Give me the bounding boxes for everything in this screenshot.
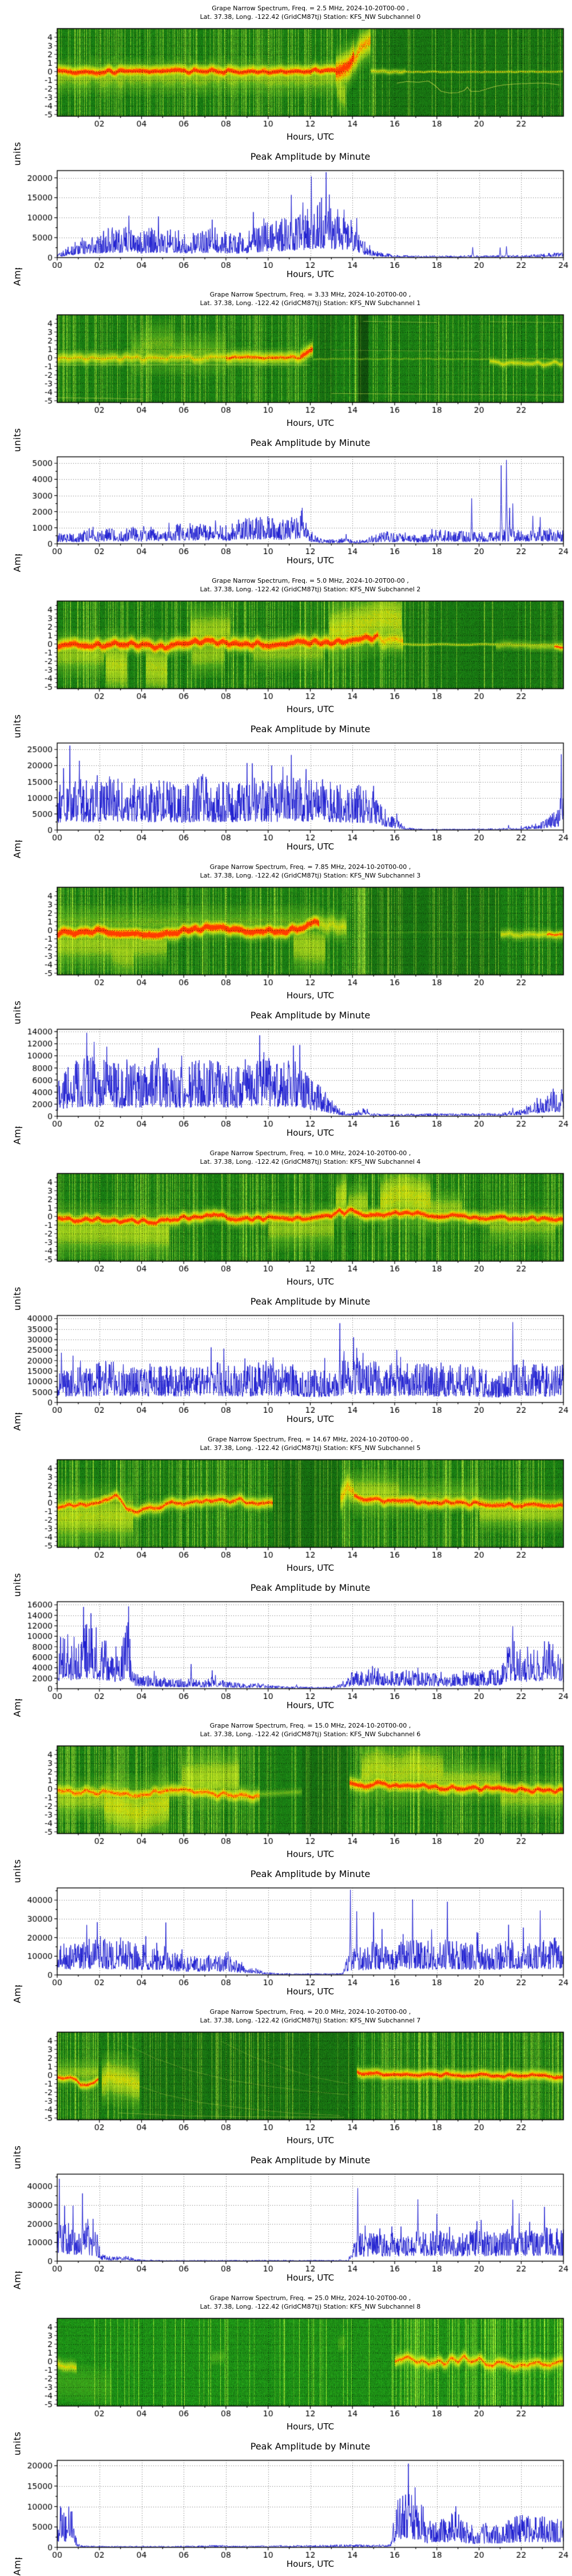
panel-unit: Grape Narrow Spectrum, Freq. = 14.67 MHz… <box>0 1431 572 1717</box>
spectrogram-xlabel: Hours, UTC <box>286 2421 335 2432</box>
spectrogram-canvas <box>0 596 572 704</box>
amplitude-canvas <box>0 1883 572 1985</box>
spectrogram-canvas <box>0 2028 572 2135</box>
amplitude-canvas <box>0 1597 572 1699</box>
panel-unit: Grape Narrow Spectrum, Freq. = 10.0 MHz,… <box>0 1145 572 1431</box>
amplitude-canvas <box>0 452 572 554</box>
spectrogram-xlabel: Hours, UTC <box>286 1563 335 1573</box>
amplitude-title: Peak Amplitude by Minute <box>250 437 371 448</box>
spectrogram-title-line1: Grape Narrow Spectrum, Freq. = 15.0 MHz,… <box>209 1722 411 1729</box>
amplitude-title: Peak Amplitude by Minute <box>250 2441 371 2452</box>
spectrogram-canvas <box>0 883 572 990</box>
amplitude-canvas <box>0 1311 572 1413</box>
amplitude-canvas <box>0 738 572 840</box>
amplitude-canvas <box>0 166 572 268</box>
amplitude-title: Peak Amplitude by Minute <box>250 151 371 162</box>
spectrogram-title-line2: Lat. 37.38, Long. -122.42 (GridCM87tj) S… <box>200 872 421 879</box>
spectrogram-title-line1: Grape Narrow Spectrum, Freq. = 20.0 MHz,… <box>209 2008 411 2016</box>
spectrogram-canvas <box>0 2314 572 2421</box>
spectrogram-canvas <box>0 1169 572 1277</box>
amplitude-canvas <box>0 2456 572 2558</box>
spectrogram-xlabel: Hours, UTC <box>286 990 335 1001</box>
spectrogram-xlabel: Hours, UTC <box>286 2135 335 2146</box>
spectrogram-title-line1: Grape Narrow Spectrum, Freq. = 7.85 MHz,… <box>209 863 411 871</box>
panel-unit: Grape Narrow Spectrum, Freq. = 7.85 MHz,… <box>0 859 572 1145</box>
panel-unit: Grape Narrow Spectrum, Freq. = 15.0 MHz,… <box>0 1717 572 2004</box>
spectrogram-title-line2: Lat. 37.38, Long. -122.42 (GridCM87tj) S… <box>200 1444 421 1452</box>
amplitude-xlabel: Hours, UTC <box>286 269 335 279</box>
amplitude-xlabel: Hours, UTC <box>286 1414 335 1424</box>
spectrogram-title-line1: Grape Narrow Spectrum, Freq. = 5.0 MHz, … <box>212 577 409 584</box>
spectrogram-xlabel: Hours, UTC <box>286 132 335 142</box>
spectrogram-title-line2: Lat. 37.38, Long. -122.42 (GridCM87tj) S… <box>200 2017 421 2024</box>
spectrogram-xlabel: Hours, UTC <box>286 704 335 714</box>
amplitude-xlabel: Hours, UTC <box>286 1128 335 1138</box>
panel-unit: Grape Narrow Spectrum, Freq. = 20.0 MHz,… <box>0 2004 572 2290</box>
amplitude-xlabel: Hours, UTC <box>286 1986 335 1997</box>
amplitude-xlabel: Hours, UTC <box>286 841 335 852</box>
panel-unit: Grape Narrow Spectrum, Freq. = 3.33 MHz,… <box>0 286 572 572</box>
amplitude-title: Peak Amplitude by Minute <box>250 1868 371 1879</box>
spectrogram-title-line2: Lat. 37.38, Long. -122.42 (GridCM87tj) S… <box>200 2303 421 2310</box>
spectrogram-title-line1: Grape Narrow Spectrum, Freq. = 25.0 MHz,… <box>209 2294 411 2302</box>
spectrogram-title-line2: Lat. 37.38, Long. -122.42 (GridCM87tj) S… <box>200 13 421 21</box>
spectrogram-title-line2: Lat. 37.38, Long. -122.42 (GridCM87tj) S… <box>200 1158 421 1165</box>
spectrogram-title-line1: Grape Narrow Spectrum, Freq. = 2.5 MHz, … <box>212 5 409 12</box>
amplitude-xlabel: Hours, UTC <box>286 2273 335 2283</box>
spectrogram-canvas <box>0 1741 572 1849</box>
amplitude-title: Peak Amplitude by Minute <box>250 724 371 734</box>
spectrogram-title-line1: Grape Narrow Spectrum, Freq. = 3.33 MHz,… <box>209 291 411 298</box>
panel-unit: Grape Narrow Spectrum, Freq. = 2.5 MHz, … <box>0 0 572 286</box>
spectrogram-xlabel: Hours, UTC <box>286 418 335 428</box>
spectrogram-title-line2: Lat. 37.38, Long. -122.42 (GridCM87tj) S… <box>200 1730 421 1738</box>
amplitude-xlabel: Hours, UTC <box>286 2559 335 2569</box>
amplitude-canvas <box>0 2170 572 2271</box>
amplitude-canvas <box>0 1025 572 1127</box>
panel-unit: Grape Narrow Spectrum, Freq. = 25.0 MHz,… <box>0 2290 572 2576</box>
amplitude-title: Peak Amplitude by Minute <box>250 2155 371 2166</box>
amplitude-xlabel: Hours, UTC <box>286 555 335 566</box>
spectrogram-title-line2: Lat. 37.38, Long. -122.42 (GridCM87tj) S… <box>200 586 421 593</box>
amplitude-title: Peak Amplitude by Minute <box>250 1010 371 1021</box>
spectrogram-canvas <box>0 1455 572 1563</box>
spectrogram-xlabel: Hours, UTC <box>286 1277 335 1287</box>
spectrogram-xlabel: Hours, UTC <box>286 1849 335 1859</box>
amplitude-xlabel: Hours, UTC <box>286 1700 335 1710</box>
panel-unit: Grape Narrow Spectrum, Freq. = 5.0 MHz, … <box>0 572 572 859</box>
spectrogram-title-line1: Grape Narrow Spectrum, Freq. = 10.0 MHz,… <box>209 1149 411 1157</box>
amplitude-title: Peak Amplitude by Minute <box>250 1582 371 1593</box>
spectrogram-title-line2: Lat. 37.38, Long. -122.42 (GridCM87tj) S… <box>200 299 421 307</box>
spectrogram-title-line1: Grape Narrow Spectrum, Freq. = 14.67 MHz… <box>208 1436 413 1443</box>
spectrogram-canvas <box>0 24 572 132</box>
amplitude-title: Peak Amplitude by Minute <box>250 1296 371 1307</box>
spectrogram-canvas <box>0 310 572 418</box>
